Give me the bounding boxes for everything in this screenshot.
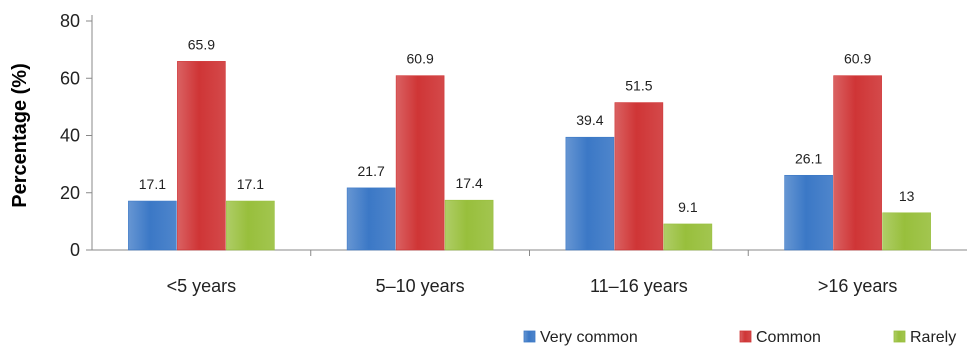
data-labels: 17.1 65.9 17.1 21.7 60.9 17.4 39.4 51.5 9.1 26.1 6… (139, 36, 915, 215)
bar (663, 223, 713, 251)
legend-swatch (739, 330, 752, 343)
bar (882, 212, 931, 251)
data-label: 65.9 (188, 36, 215, 52)
bar (395, 75, 445, 251)
legend-swatch (893, 330, 906, 343)
data-label: 60.9 (844, 51, 871, 67)
x-tick-label: <5 years (167, 276, 237, 296)
data-label: 21.7 (358, 163, 385, 179)
data-label: 17.1 (237, 176, 264, 192)
legend-label: Rarely (910, 329, 956, 346)
bars (128, 61, 931, 251)
y-tick-label: 0 (70, 240, 80, 260)
data-label: 26.1 (795, 150, 822, 166)
data-label: 13 (899, 188, 915, 204)
bar (833, 75, 882, 251)
bar (444, 199, 494, 251)
x-tick-label: 5–10 years (376, 276, 465, 296)
y-tick-label: 40 (60, 126, 80, 146)
y-axis-label: Percentage (%) (9, 63, 31, 208)
y-tick-label: 60 (60, 68, 80, 88)
y-tick-label: 20 (60, 183, 80, 203)
y-axis: 0 20 40 60 80 (60, 11, 93, 260)
data-label: 39.4 (576, 112, 603, 128)
bar (128, 200, 177, 251)
bar (784, 174, 833, 251)
bar (226, 200, 275, 251)
data-label: 9.1 (678, 199, 698, 215)
x-tick-label: 11–16 years (590, 276, 688, 296)
data-label: 51.5 (625, 78, 652, 94)
bar (565, 136, 615, 251)
data-label: 17.4 (456, 175, 483, 191)
x-axis: <5 years 5–10 years 11–16 years >16 years (86, 249, 967, 296)
legend-swatch (523, 330, 536, 343)
data-label: 60.9 (407, 51, 434, 67)
data-label: 17.1 (139, 176, 166, 192)
y-tick-label: 80 (60, 11, 80, 31)
bar (614, 102, 664, 251)
legend-label: Very common (540, 329, 638, 346)
legend-label: Common (756, 329, 821, 346)
bar (177, 61, 226, 251)
legend: Very common Common Rarely (523, 329, 956, 346)
bar (346, 187, 396, 251)
x-tick-label: >16 years (818, 276, 898, 296)
